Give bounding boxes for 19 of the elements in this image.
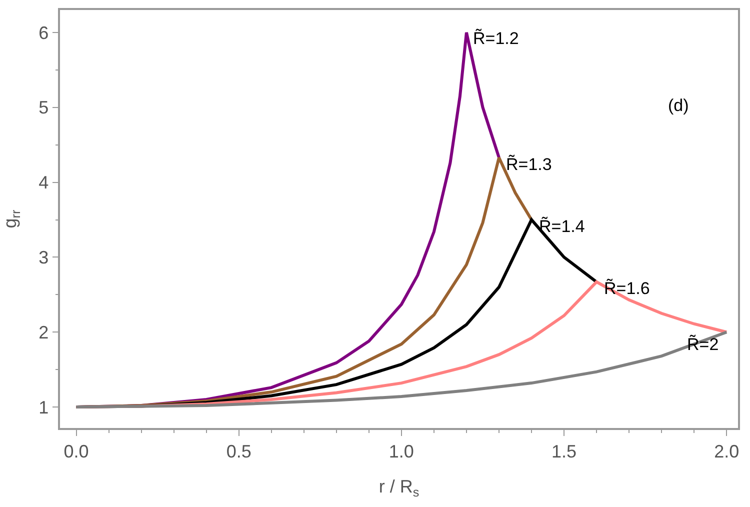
x-tick-label: 0.0: [64, 441, 89, 462]
x-tick-label: 0.5: [226, 441, 252, 462]
annotation: R̃=1.6: [604, 278, 650, 298]
x-tick-label: 2.0: [714, 441, 740, 462]
annotation: R̃=1.3: [506, 154, 552, 174]
x-tick-label: 1.5: [552, 441, 577, 462]
y-tick-label: 4: [38, 172, 49, 193]
annotation: R̃=1.2: [473, 28, 519, 48]
x-axis-title: r / R$_{s}$: [378, 476, 420, 500]
y-tick-label: 5: [38, 98, 49, 118]
y-tick-label: 1: [38, 397, 49, 418]
line-series: [74, 330, 728, 409]
annotation: (d): [668, 96, 689, 115]
y-tick-label: 3: [38, 248, 49, 268]
y-tick-label: 2: [38, 322, 49, 342]
y-tick-label: 6: [38, 22, 49, 43]
annotation: R̃=1.4: [539, 216, 585, 236]
annotation: R̃=2: [687, 334, 719, 354]
x-tick-label: 1.0: [388, 441, 414, 462]
